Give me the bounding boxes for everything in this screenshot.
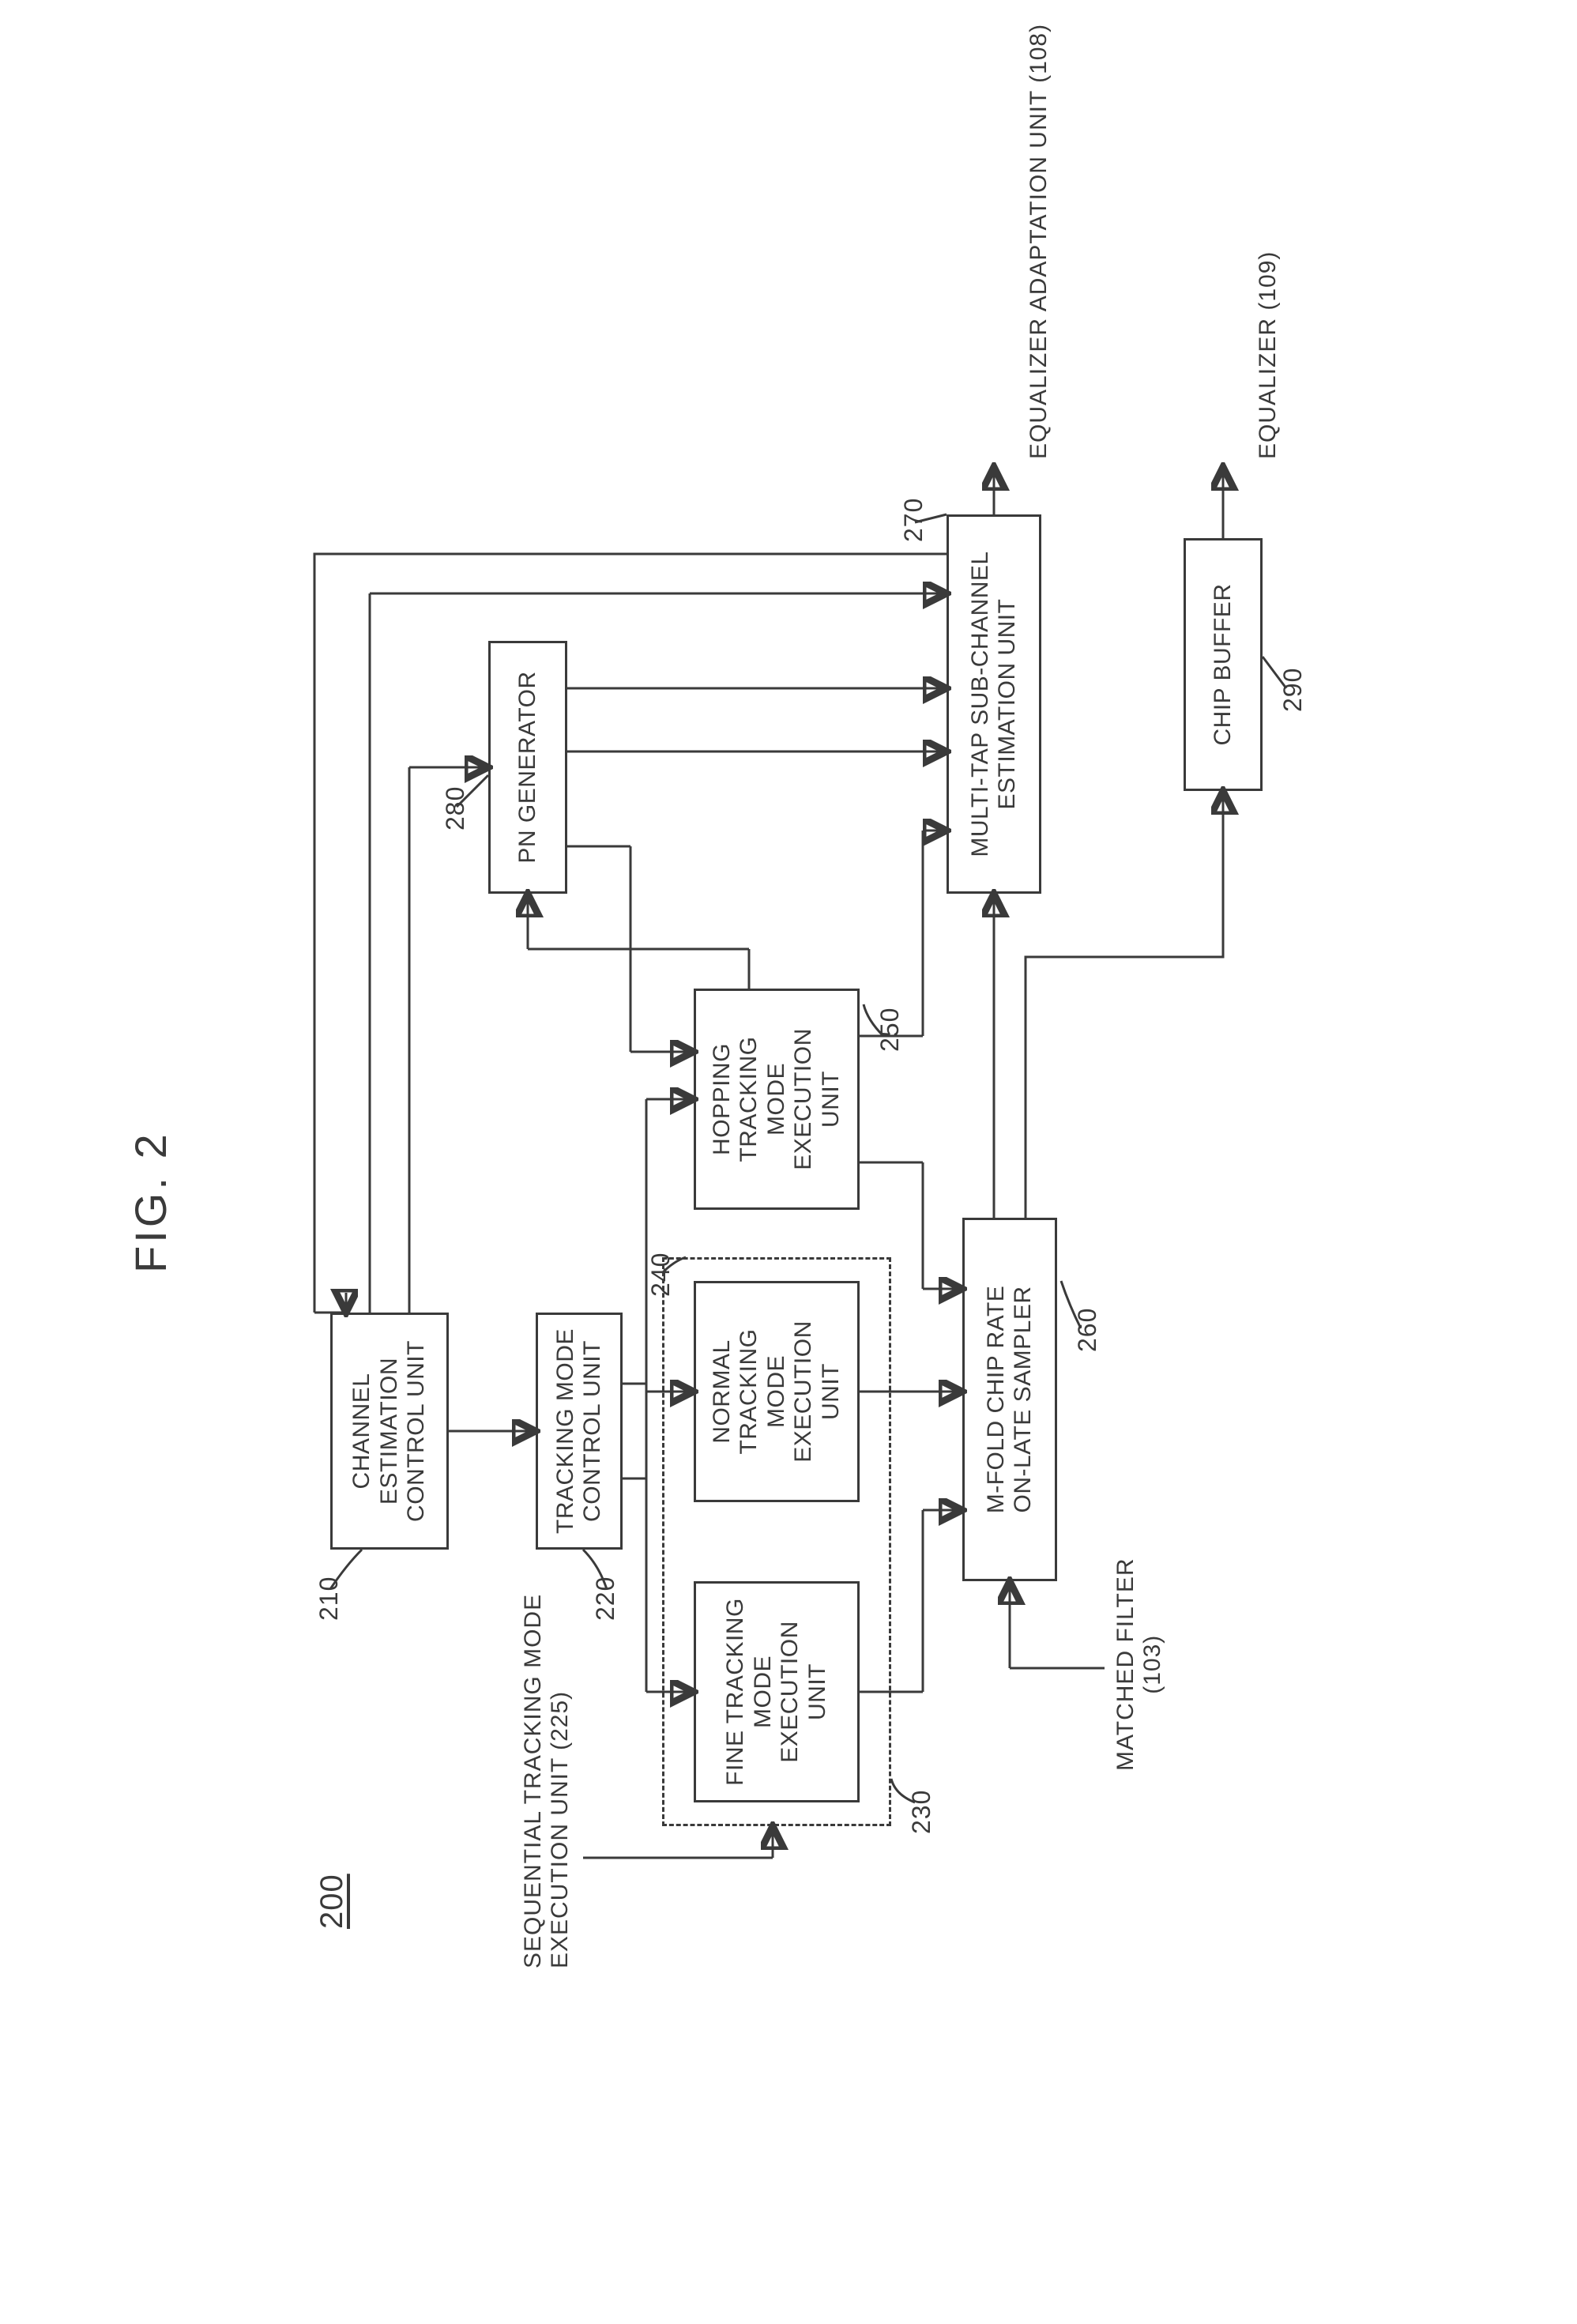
ref-290: 290 xyxy=(1278,667,1308,711)
box-label: CHIP BUFFER xyxy=(1210,583,1237,745)
box-label: MULTI-TAP SUB-CHANNEL ESTIMATION UNIT xyxy=(967,551,1022,857)
ref-220: 220 xyxy=(591,1576,620,1620)
box-label: HOPPING TRACKING MODE EXECUTION UNIT xyxy=(709,997,845,1201)
ref-260: 260 xyxy=(1073,1307,1102,1351)
box-hopping-tracking: HOPPING TRACKING MODE EXECUTION UNIT xyxy=(694,989,860,1210)
box-label: NORMAL TRACKING MODE EXECUTION UNIT xyxy=(709,1290,845,1493)
box-pn-generator: PN GENERATOR xyxy=(488,641,567,894)
box-label: PN GENERATOR xyxy=(514,671,542,863)
box-label: TRACKING MODE CONTROL UNIT xyxy=(552,1328,607,1534)
box-label: M-FOLD CHIP RATE ON-LATE SAMPLER xyxy=(983,1285,1037,1513)
label-sequential-tracking: SEQUENTIAL TRACKING MODE EXECUTION UNIT … xyxy=(520,1593,574,1968)
ref-230: 230 xyxy=(907,1789,936,1833)
ref-270: 270 xyxy=(899,497,928,541)
figure-ref-200: 200 xyxy=(314,1874,350,1929)
box-multi-tap: MULTI-TAP SUB-CHANNEL ESTIMATION UNIT xyxy=(947,514,1041,894)
ref-210: 210 xyxy=(314,1576,344,1620)
label-equalizer: EQUALIZER (109) xyxy=(1255,250,1282,458)
box-label: CHANNEL ESTIMATION CONTROL UNIT xyxy=(348,1340,431,1522)
box-normal-tracking: NORMAL TRACKING MODE EXECUTION UNIT xyxy=(694,1281,860,1502)
diagram-canvas: FIG. 2 200 CHANNEL ESTIMATION CONTROL UN… xyxy=(77,135,1500,2190)
label-matched-filter: MATCHED FILTER (103) xyxy=(1112,1557,1166,1771)
box-label: FINE TRACKING MODE EXECUTION UNIT xyxy=(722,1590,831,1794)
box-tracking-mode-control: TRACKING MODE CONTROL UNIT xyxy=(536,1313,623,1550)
box-chip-buffer: CHIP BUFFER xyxy=(1184,538,1263,791)
label-equalizer-adaptation: EQUALIZER ADAPTATION UNIT (108) xyxy=(1026,23,1052,458)
figure-title: FIG. 2 xyxy=(125,1131,176,1273)
ref-250: 250 xyxy=(875,1007,905,1051)
box-sampler: M-FOLD CHIP RATE ON-LATE SAMPLER xyxy=(962,1218,1057,1581)
ref-240: 240 xyxy=(646,1252,676,1296)
ref-280: 280 xyxy=(441,785,470,830)
box-channel-estimation-control: CHANNEL ESTIMATION CONTROL UNIT xyxy=(330,1313,449,1550)
box-fine-tracking: FINE TRACKING MODE EXECUTION UNIT xyxy=(694,1581,860,1802)
